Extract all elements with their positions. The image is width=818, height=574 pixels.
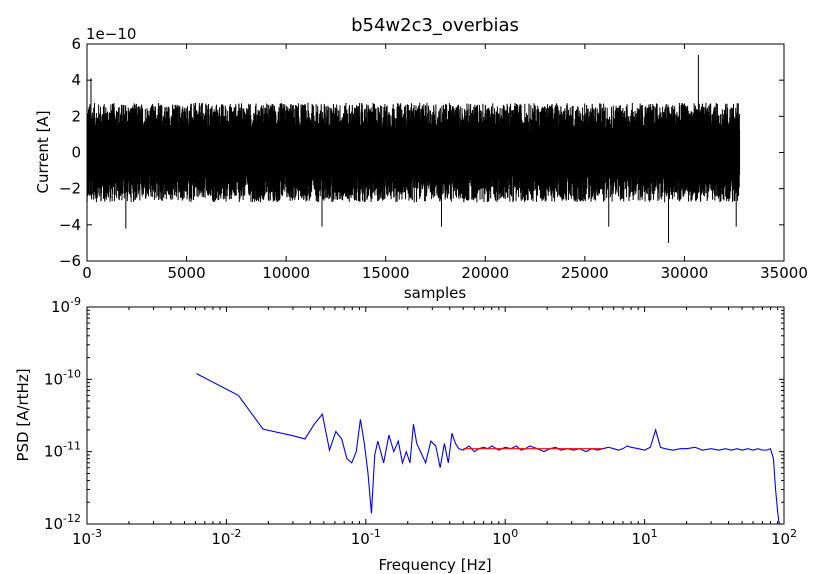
y-axis-label: Current [A] — [34, 110, 52, 193]
top-axis-ticks: 0 5000 10000 15000 20000 25000 30000 35000 −6 −4 −… — [59, 35, 808, 282]
x-tick-label: 100 — [492, 527, 518, 548]
chart-title: b54w2c3_overbias — [351, 15, 519, 36]
bottom-axis-ticks: 10-3 10-2 10-1 100 101 102 10-12 10-11 10-10 10-9 — [44, 295, 797, 548]
y-tick-label: 0 — [71, 144, 81, 162]
psd-panel: 10-3 10-2 10-1 100 101 102 10-12 10-11 10-10 10-9… — [14, 295, 797, 574]
y-tick-label: 10-12 — [44, 512, 81, 533]
x-tick-label: 20000 — [461, 264, 509, 282]
x-tick-label: 10-3 — [72, 527, 102, 548]
y-tick-label: 10-10 — [44, 367, 81, 388]
current-series — [86, 54, 741, 243]
x-tick-label: 10-2 — [211, 527, 241, 548]
x-tick-label: 10-1 — [351, 527, 381, 548]
time-series-panel: b54w2c3_overbias 1e−10 0 5000 10000 15000 20… — [34, 15, 808, 302]
y-tick-label: −6 — [59, 252, 81, 270]
x-tick-label: 30000 — [661, 264, 709, 282]
x-axis-label: Frequency [Hz] — [378, 556, 491, 574]
y-tick-label: 10-11 — [44, 440, 81, 461]
y-tick-label: −4 — [59, 216, 81, 234]
x-tick-label: 15000 — [362, 264, 410, 282]
y-tick-label: −2 — [59, 180, 81, 198]
y-tick-label: 4 — [71, 71, 81, 89]
y-tick-label: 6 — [71, 35, 81, 53]
x-tick-label: 5000 — [167, 264, 205, 282]
y-axis-label: PSD [A/rtHz] — [14, 368, 32, 461]
x-tick-label: 10000 — [262, 264, 310, 282]
psd-series-group — [196, 373, 781, 525]
psd-trace — [196, 373, 781, 525]
x-tick-label: 102 — [771, 527, 797, 548]
x-tick-label: 25000 — [561, 264, 609, 282]
x-axis-label: samples — [404, 284, 467, 302]
y-tick-label: 2 — [71, 107, 81, 125]
x-tick-label: 35000 — [760, 264, 808, 282]
bottom-plot-frame — [86, 306, 785, 525]
x-tick-label: 0 — [82, 264, 92, 282]
y-offset-label: 1e−10 — [86, 25, 136, 43]
x-tick-label: 101 — [632, 527, 658, 548]
y-tick-label: 10-9 — [51, 295, 81, 316]
current-trace — [86, 54, 741, 243]
